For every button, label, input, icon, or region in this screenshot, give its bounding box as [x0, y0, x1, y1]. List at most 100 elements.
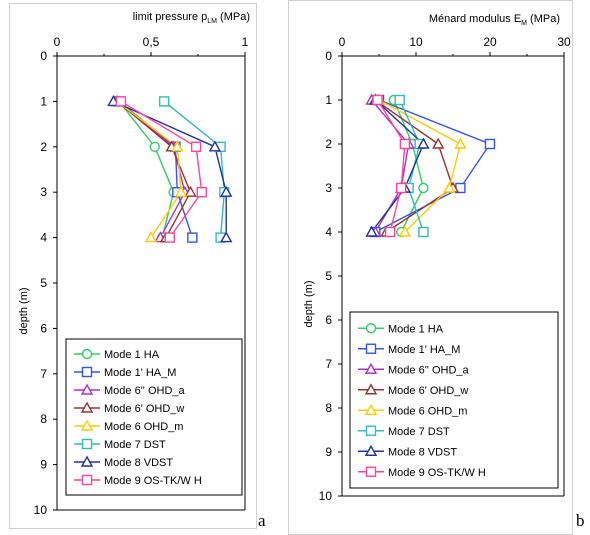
data-point	[220, 185, 233, 197]
legend-swatch-marker	[80, 419, 94, 431]
chart-title: limit pressure pLM (MPa)	[133, 11, 250, 25]
legend-label: Mode 6 OHD_m	[104, 421, 183, 433]
legend-swatch-marker	[365, 343, 377, 354]
series-group	[116, 100, 186, 238]
series-line	[163, 100, 226, 238]
y-tick-label: 6	[325, 313, 332, 327]
y-tick-label: 2	[40, 140, 47, 154]
data-point	[196, 186, 207, 198]
series-line	[371, 99, 425, 233]
y-tick-label: 8	[325, 401, 332, 415]
chart-panel-a: limit pressure pLM (MPa) 0 0,5 1 0 1 2 3 4 5 6 7 8 9 1…	[0, 0, 268, 534]
legend-box	[349, 311, 559, 489]
data-point	[220, 231, 233, 243]
series-line	[120, 100, 203, 239]
series-group	[393, 99, 425, 233]
y-tick-label: 3	[40, 185, 47, 199]
series-group	[378, 99, 462, 233]
series-group	[116, 100, 182, 238]
series-group	[371, 99, 425, 233]
data-point	[174, 185, 188, 197]
data-point	[395, 182, 407, 194]
y-axis-label: depth (m)	[18, 287, 30, 334]
y-tick-label: 1	[325, 93, 332, 107]
x-tick-label: 0,5	[143, 35, 160, 49]
series-line	[374, 99, 454, 233]
data-point	[372, 94, 383, 106]
data-point	[394, 94, 405, 106]
series-markers	[372, 94, 411, 238]
data-point	[208, 140, 222, 152]
x-tick-label: 0	[54, 35, 61, 49]
x-tick-label: 1	[242, 35, 249, 49]
data-point	[443, 181, 456, 193]
series-group	[376, 99, 406, 233]
data-point	[158, 96, 170, 107]
legend-swatch-marker	[81, 366, 93, 378]
legend-swatch-marker	[81, 348, 93, 360]
y-tick-label: 5	[325, 269, 332, 283]
x-tick-label: 10	[409, 35, 423, 49]
y-tick-label: 10	[34, 503, 48, 517]
y-tick-label: 5	[40, 276, 47, 290]
y-tick-label: 4	[40, 231, 47, 245]
legend: Mode 1 HA Mode 1' HA_M Mode 6'' OHD_a Mode …	[65, 338, 243, 496]
data-point	[454, 137, 467, 149]
chart-title-subscript: M	[521, 20, 527, 27]
data-point	[417, 137, 430, 149]
legend-label: Mode 9 OS-TK/W H	[104, 475, 202, 487]
data-point	[399, 138, 411, 150]
data-point	[365, 225, 378, 237]
legend-swatch-marker	[81, 438, 93, 450]
series-line	[378, 99, 462, 233]
y-tick-label: 4	[325, 225, 332, 239]
data-point	[184, 185, 197, 197]
data-point	[149, 141, 160, 153]
legend-label: Mode 1 HA	[388, 323, 444, 335]
y-tick-label: 7	[325, 357, 332, 371]
legend-label: Mode 6 OHD_m	[388, 405, 467, 417]
data-point	[418, 182, 429, 194]
chart-title: Ménard modulus EM (MPa)	[429, 13, 560, 27]
data-point	[187, 232, 198, 243]
legend-swatch-marker	[80, 455, 94, 467]
legend-label: Mode 8 VDST	[104, 457, 173, 469]
y-tick-label: 0	[325, 49, 332, 63]
data-point	[418, 226, 429, 238]
series-line	[393, 99, 425, 233]
data-point	[384, 226, 396, 238]
y-tick-label: 3	[325, 181, 332, 195]
series-group	[113, 100, 227, 238]
chart-title-unit: (MPa)	[217, 11, 250, 23]
legend-label: Mode 8 VDST	[388, 446, 457, 458]
series-group	[374, 99, 492, 233]
legend-label: Mode 7 DST	[104, 439, 166, 451]
legend-swatch-marker	[364, 362, 378, 374]
legend: Mode 1 HA Mode 1' HA_M Mode 6'' OHD_a Mode …	[349, 311, 559, 489]
data-point	[115, 96, 127, 107]
x-tick-label: 0	[339, 35, 346, 49]
series-markers	[113, 96, 179, 243]
series-line	[118, 100, 175, 238]
legend-label: Mode 9 OS-TK/W H	[388, 467, 486, 479]
series-markers	[115, 96, 207, 243]
y-tick-label: 9	[325, 445, 332, 459]
data-point	[164, 232, 176, 243]
chart-title-main: Ménard modulus E	[429, 13, 521, 25]
data-point	[171, 140, 184, 152]
menard-modulus-chart: Ménard modulus EM (MPa) 0 10 20 30 0 1 2 3 4 5 6 7 8 9…	[303, 13, 571, 503]
legend-label: Mode 7 DST	[388, 426, 450, 438]
series-line	[376, 99, 406, 233]
series-group	[116, 100, 192, 238]
legend-label: Mode 1' HA_M	[388, 344, 460, 356]
legend-swatch-marker	[365, 425, 377, 436]
series-line	[113, 100, 227, 238]
legend-label: Mode 1 HA	[104, 349, 160, 361]
legend-label: Mode 6'' OHD_a	[104, 385, 186, 397]
legend-label: Mode 6'' OHD_a	[388, 364, 470, 376]
chart-title-main: limit pressure p	[133, 11, 208, 23]
y-tick-label: 9	[40, 458, 47, 472]
y-tick-label: 8	[40, 412, 47, 426]
series-line	[374, 99, 492, 233]
legend-swatch-marker	[364, 403, 378, 415]
